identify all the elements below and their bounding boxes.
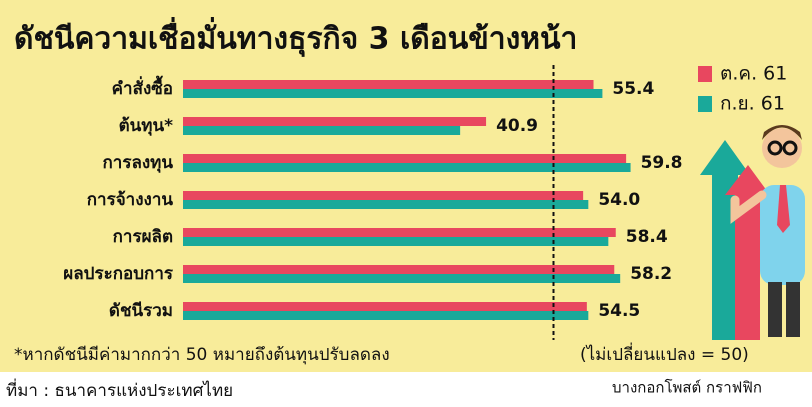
value-label: 54.0 [598,190,640,210]
footnote-2: (ไม่เปลี่ยนแปลง = 50) [580,342,749,365]
value-label: 55.4 [612,79,654,99]
category-label: ดัชนีรวม [109,300,173,321]
bar [183,191,584,200]
category-label: การลงทุน [102,153,173,173]
bar [183,126,461,135]
bar [183,311,589,320]
legend-swatch [698,96,712,112]
legend-label: ต.ค. 61 [720,63,787,85]
value-label: 40.9 [496,116,538,136]
bar [183,117,487,126]
bar [183,265,615,274]
credit: บางกอกโพสต์ กราฟฟิก [612,379,762,397]
bar [183,163,631,172]
illustration [700,125,805,340]
bar [183,302,587,311]
legend-swatch [698,66,712,82]
bar [183,228,616,237]
footnote: *หากดัชนีมีค่ามากกว่า 50 หมายถึงต้นทุนปร… [14,345,390,365]
category-label: คำสั่งซื้อ [112,75,173,99]
value-label: 58.2 [630,264,672,284]
category-label: ต้นทุน* [119,116,173,136]
bar [183,237,609,246]
category-label: การผลิต [113,227,173,247]
chart-title: ดัชนีความเชื่อมั่นทางธุรกิจ 3 เดือนข้างห… [14,17,577,58]
bar [183,80,594,89]
category-label: การจ้างงาน [87,190,174,210]
value-label: 59.8 [641,153,683,173]
legend-label: ก.ย. 61 [720,93,785,115]
category-label: ผลประกอบการ [63,264,174,284]
footer-background [0,372,812,407]
bar [183,89,603,98]
bar [183,200,589,209]
value-label: 54.5 [598,301,640,321]
value-label: 58.4 [626,227,668,247]
source: ที่มา : ธนาคารแห่งประเทศไทย [6,378,233,401]
bar [183,274,621,283]
bar [183,154,627,163]
